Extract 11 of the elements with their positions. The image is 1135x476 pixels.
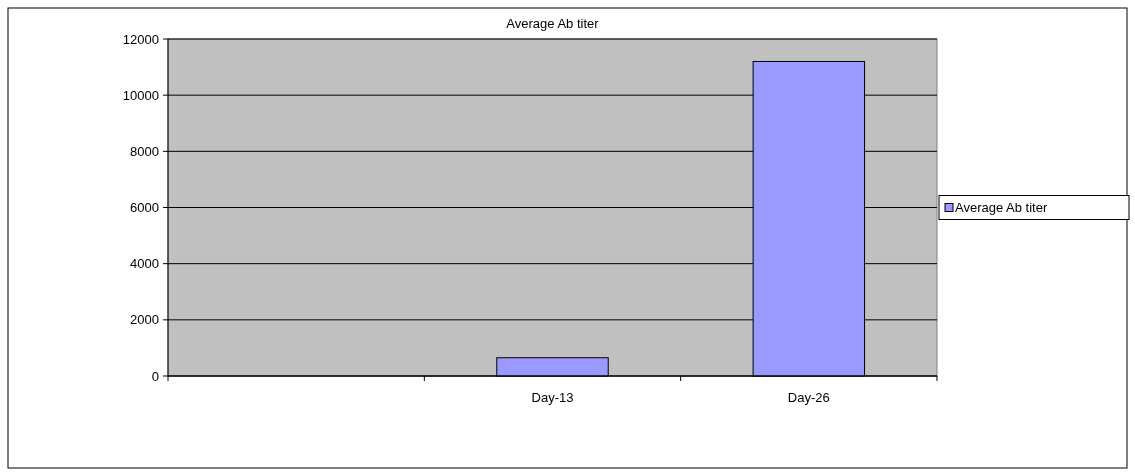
- y-tick-label: 6000: [130, 200, 159, 216]
- y-tick-label: 2000: [130, 312, 159, 328]
- y-tick-label: 8000: [130, 143, 159, 159]
- x-tick-label: Day-26: [787, 390, 830, 405]
- x-tick-label: Day-13: [531, 390, 574, 405]
- y-tick-label: 12000: [122, 31, 159, 47]
- chart-title: Average Ab titer: [506, 16, 600, 31]
- y-tick-label: 4000: [130, 256, 159, 272]
- y-tick-label: 0: [151, 368, 159, 384]
- legend-label: Average Ab titer: [955, 200, 1048, 216]
- y-tick-label: 10000: [122, 87, 159, 103]
